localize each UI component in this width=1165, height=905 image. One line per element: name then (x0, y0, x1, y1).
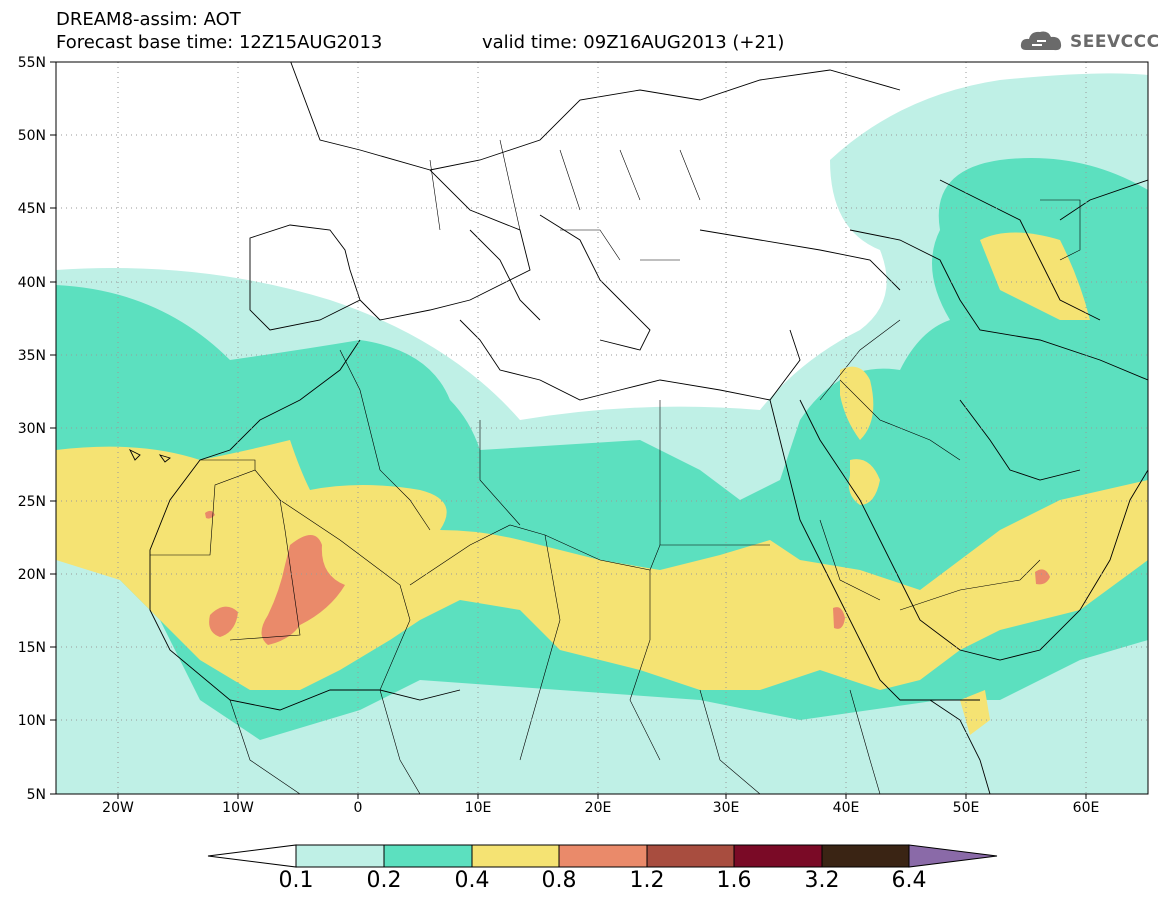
colorbar-segment (646, 844, 735, 868)
lat-label: 45N (18, 201, 46, 217)
lat-label: 50N (18, 128, 46, 144)
colorbar-label: 6.4 (891, 868, 927, 893)
colorbar-segment (295, 844, 385, 868)
colorbar-segment (207, 844, 297, 868)
lat-ticks (50, 61, 56, 795)
lat-label: 5N (27, 787, 46, 803)
colorbar-label: 0.1 (278, 868, 314, 893)
lon-label: 30E (713, 800, 740, 816)
lon-label: 60E (1073, 800, 1100, 816)
colorbar-segment (558, 844, 648, 868)
colorbar-label: 0.8 (541, 868, 577, 893)
lat-axis: 55N 50N 45N 40N 35N 30N 25N 20N 15N 10N … (18, 55, 46, 803)
seevccc-logo: SEEVCCC (1018, 24, 1160, 58)
colorbar-label: 1.2 (629, 868, 665, 893)
lat-label: 25N (18, 494, 46, 510)
lon-label: 10E (465, 800, 492, 816)
grid (56, 62, 1148, 794)
logo-text: SEEVCCC (1070, 32, 1160, 52)
colorbar-label: 0.2 (366, 868, 402, 893)
lon-axis: 20W 10W 0 10E 20E 30E 40E 50E 60E (102, 800, 1099, 816)
colorbar-segment (733, 844, 823, 868)
lon-label: 10W (222, 800, 254, 816)
lat-label: 15N (18, 640, 46, 656)
lat-label: 10N (18, 713, 46, 729)
lat-label: 55N (18, 55, 46, 71)
lon-ticks (117, 794, 1087, 799)
aot-band-0-8 (205, 510, 1050, 645)
colorbar-segment (821, 844, 910, 868)
colorbar-label: 3.2 (804, 868, 840, 893)
colorbar-segment (383, 844, 473, 868)
cloud-icon (1020, 31, 1062, 51)
lat-label: 30N (18, 421, 46, 437)
valid-time: valid time: 09Z16AUG2013 (+21) (482, 32, 785, 53)
colorbar-label: 0.4 (454, 868, 490, 893)
forecast-base-time: Forecast base time: 12Z15AUG2013 (56, 32, 383, 53)
lon-label: 40E (833, 800, 860, 816)
lon-label: 20W (102, 800, 134, 816)
lon-label: 50E (953, 800, 980, 816)
colorbar-segment (471, 844, 560, 868)
lon-label: 0 (354, 800, 363, 816)
lat-label: 35N (18, 348, 46, 364)
colorbar-segment (908, 844, 998, 868)
colorbar (207, 844, 998, 868)
lat-label: 40N (18, 275, 46, 291)
aot-band-0-4 (56, 232, 1148, 735)
aot-contours (56, 62, 1148, 794)
map-title: DREAM8-assim: AOT (56, 9, 241, 30)
colorbar-label: 1.6 (716, 868, 752, 893)
coastlines (128, 62, 1148, 794)
country-borders (150, 139, 1081, 794)
lat-label: 20N (18, 567, 46, 583)
lon-label: 20E (585, 800, 612, 816)
